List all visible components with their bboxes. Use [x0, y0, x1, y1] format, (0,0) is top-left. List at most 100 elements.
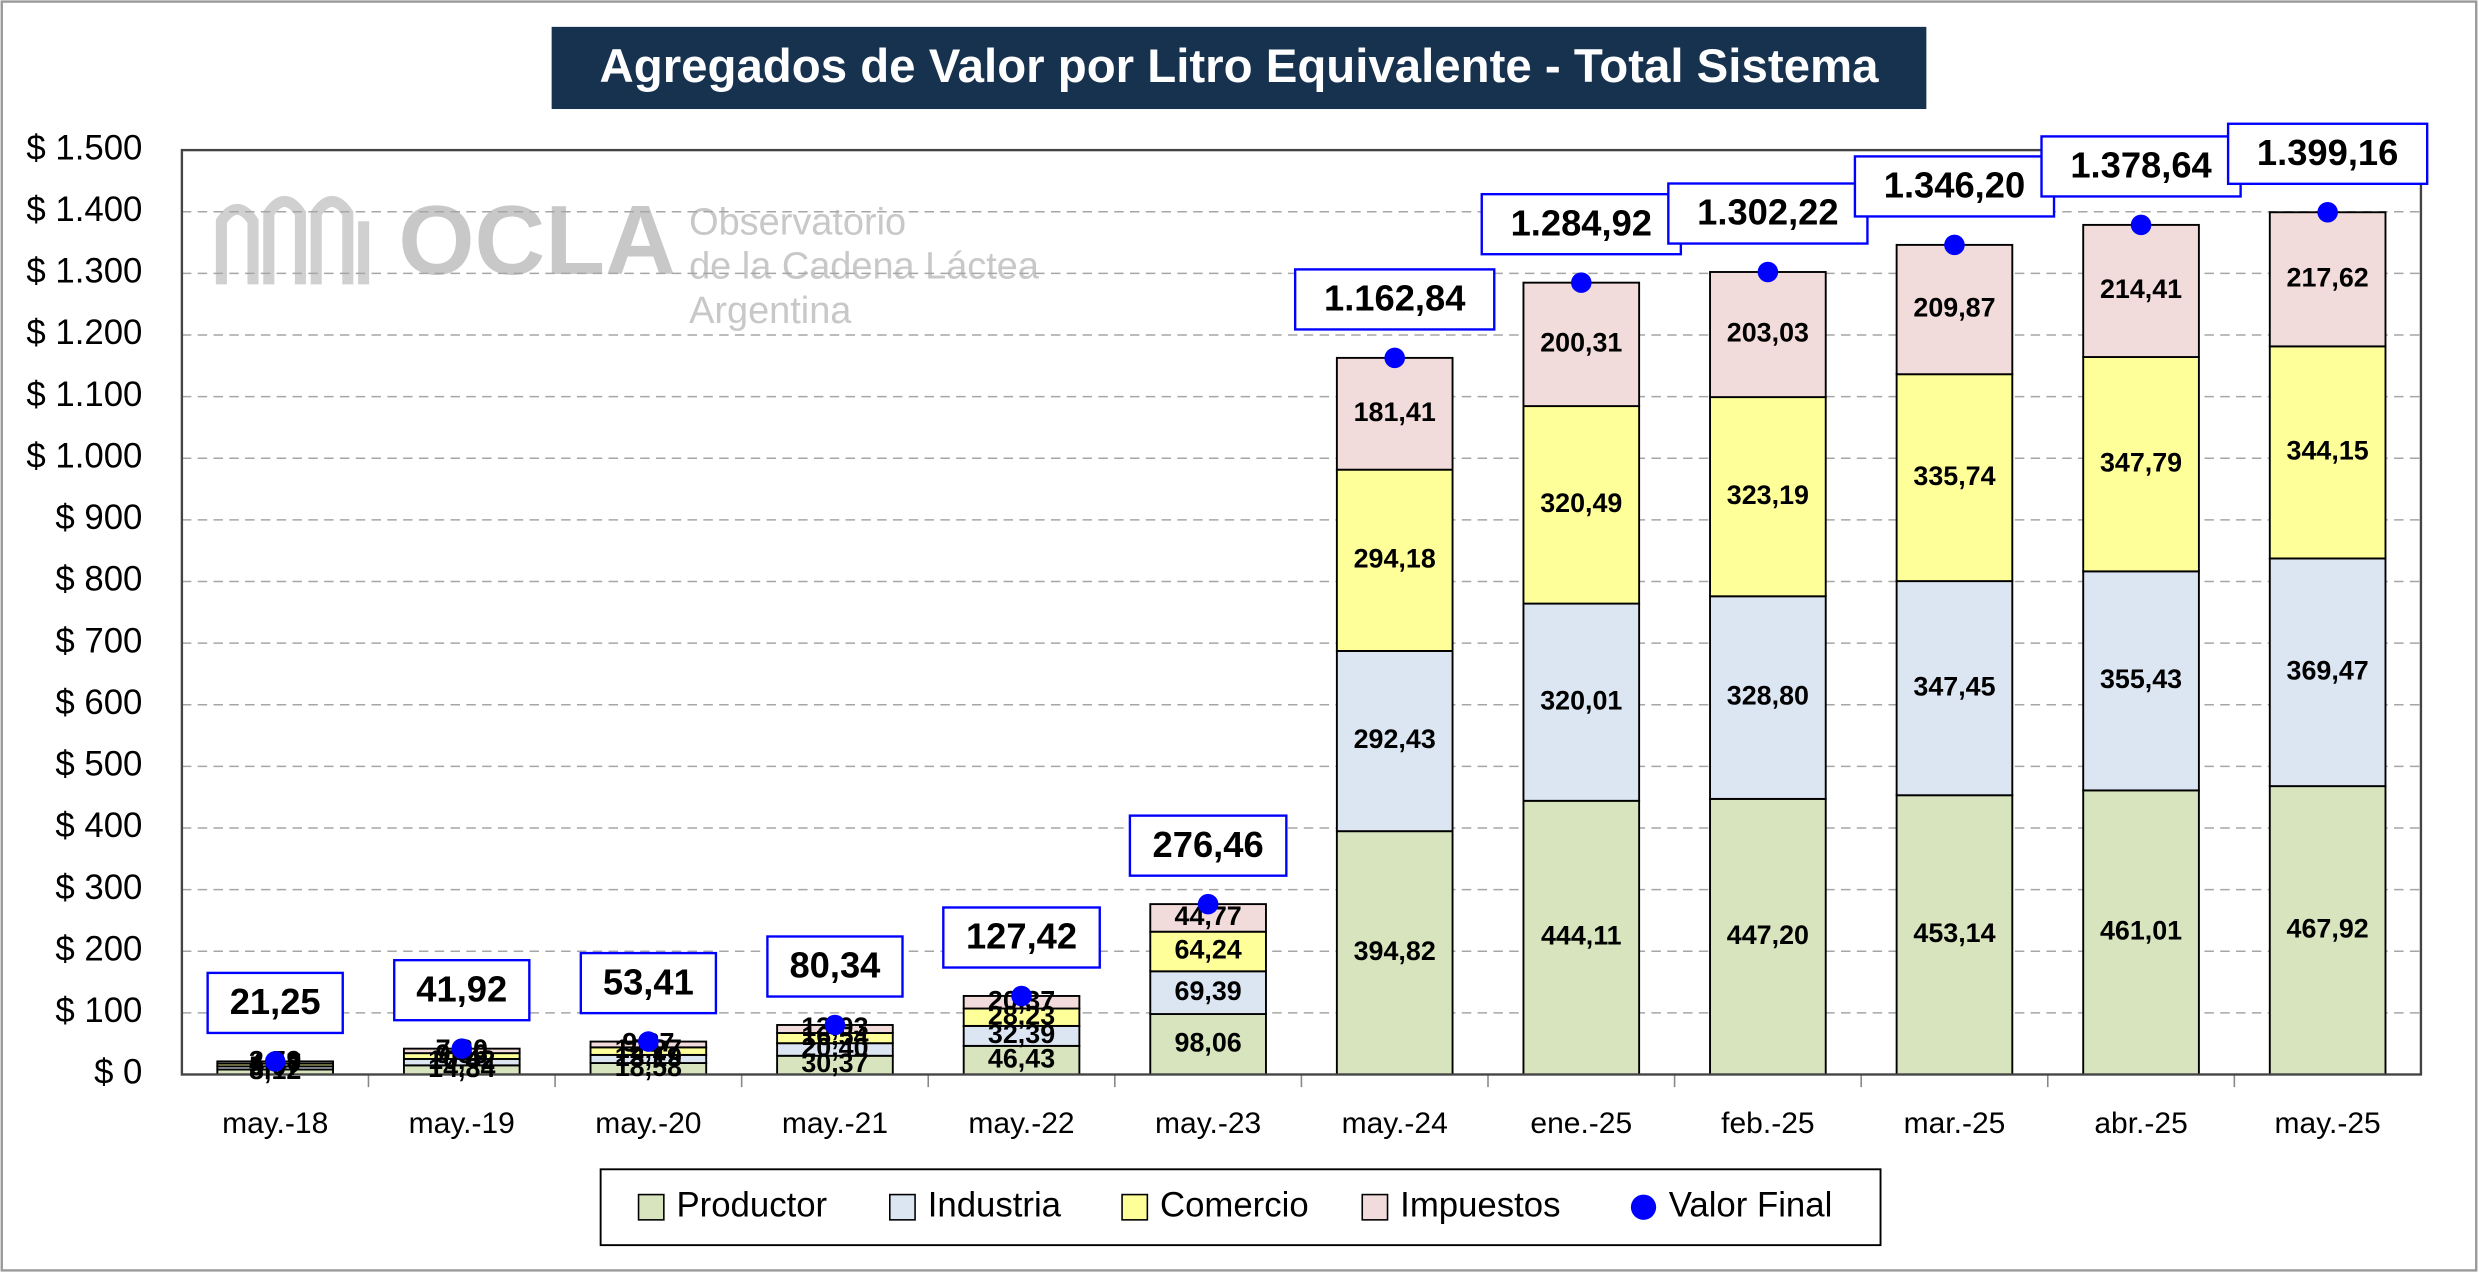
data-label: 46,43	[988, 1043, 1055, 1073]
data-label: 328,80	[1727, 681, 1809, 711]
bar-segment	[1895, 243, 2014, 376]
bar-segment	[1522, 281, 1641, 408]
total-marker	[638, 1031, 659, 1052]
total-marker	[1757, 261, 1779, 283]
total-marker	[1011, 985, 1032, 1007]
data-label: 444,11	[1541, 921, 1622, 951]
bar-segment	[1522, 405, 1641, 605]
total-label: 1.399,16	[2257, 132, 2398, 173]
total-label: 1.284,92	[1511, 202, 1652, 243]
legend-label: Comercio	[1160, 1186, 1309, 1224]
total-label: 53,41	[603, 961, 694, 1002]
data-label: 347,79	[2100, 447, 2182, 477]
x-tick-label: abr.-25	[2094, 1107, 2187, 1140]
data-label: 209,87	[1913, 293, 1995, 323]
data-label: 320,01	[1540, 685, 1622, 715]
y-tick-label: $ 800	[55, 561, 142, 599]
y-tick-label: $ 1.200	[26, 314, 142, 352]
legend-swatch	[889, 1193, 916, 1221]
total-label: 1.302,22	[1697, 192, 1838, 233]
x-tick-label: may.-23	[1155, 1107, 1261, 1140]
watermark-text: OCLA	[398, 185, 676, 295]
x-tick-label: may.-24	[1342, 1107, 1448, 1140]
data-label: 461,01	[2100, 916, 2182, 946]
y-tick-label: $ 400	[55, 807, 142, 845]
legend-label: Impuestos	[1400, 1186, 1560, 1224]
x-tick-label: may.-19	[409, 1107, 515, 1140]
legend-swatch	[637, 1193, 665, 1221]
bar-segment	[1149, 970, 1267, 1016]
x-tick-label: may.-20	[595, 1107, 701, 1140]
chart-title: Agregados de Valor por Litro Equivalente…	[600, 40, 1880, 93]
legend-swatch	[1361, 1193, 1389, 1221]
x-tick-label: may.-21	[782, 1107, 888, 1140]
bar-segment	[1709, 396, 1827, 598]
bar-segment	[1895, 794, 2014, 1076]
bar-segment	[2082, 356, 2200, 573]
data-label: 98,06	[1175, 1027, 1242, 1057]
bar-segment	[2082, 570, 2200, 792]
total-marker	[1944, 234, 1965, 256]
data-label: 292,43	[1354, 724, 1436, 754]
plot-border	[180, 148, 2423, 1076]
watermark-text: Observatorio	[689, 201, 906, 243]
y-tick-label: $ 500	[55, 746, 142, 784]
total-label-box	[393, 958, 531, 1022]
bar-segment	[1149, 903, 1267, 933]
total-marker	[1384, 347, 1405, 369]
y-tick-label: $ 1.100	[26, 376, 142, 414]
watermark-text: Argentina	[689, 290, 852, 332]
data-label: 453,14	[1913, 918, 1995, 948]
data-label: 335,74	[1913, 461, 1995, 491]
total-label-box	[1128, 814, 1288, 877]
data-label: 20,40	[801, 1033, 868, 1063]
total-label: 1.346,20	[1884, 165, 2025, 206]
data-label: 323,19	[1727, 480, 1809, 510]
data-label: 203,03	[1727, 318, 1809, 348]
y-tick-label: $ 1.300	[26, 253, 142, 291]
y-tick-label: $ 700	[55, 622, 142, 660]
bar-segment	[2082, 223, 2200, 358]
bar-segment	[1709, 595, 1827, 800]
total-label-box	[2226, 122, 2429, 185]
y-tick-label: $ 1.000	[26, 437, 142, 475]
legend-label: Industria	[928, 1186, 1062, 1224]
data-label: 347,45	[1913, 671, 1995, 701]
x-tick-label: feb.-25	[1721, 1107, 1814, 1140]
total-marker	[824, 1014, 846, 1036]
legend: Productor Industria Comercio Impuestos Valor…	[637, 1186, 1832, 1224]
bar-segment	[2268, 557, 2387, 788]
watermark: OCLA Observatorio de la Cadena Láctea Ar…	[215, 185, 1040, 332]
total-label-box	[2040, 135, 2242, 198]
y-tick-label: $ 1.400	[26, 191, 142, 229]
total-label: 1.378,64	[2070, 145, 2212, 186]
legend-marker	[1630, 1194, 1657, 1220]
total-label-box	[1853, 155, 2056, 218]
total-marker	[264, 1051, 286, 1072]
data-label: 217,62	[2287, 262, 2369, 292]
legend-swatch	[1121, 1193, 1149, 1221]
total-label: 80,34	[789, 945, 881, 986]
total-label: 41,92	[416, 968, 507, 1009]
total-label: 1.162,84	[1324, 278, 1466, 319]
total-label: 127,42	[966, 916, 1077, 957]
total-marker	[2130, 214, 2152, 236]
x-tick-label: ene.-25	[1530, 1107, 1632, 1140]
total-label-box	[942, 906, 1101, 969]
bar-segment	[1335, 650, 1454, 833]
data-label: 447,20	[1727, 920, 1809, 950]
data-label: 69,39	[1175, 976, 1242, 1006]
bar-segment	[1709, 797, 1827, 1076]
total-label-box	[206, 971, 344, 1035]
bar-segment	[2082, 789, 2200, 1076]
watermark-icon	[215, 196, 370, 285]
x-tick-label: may.-22	[968, 1107, 1074, 1140]
labels: $ 0 $ 100 $ 200 $ 300 $ 400 $ 500 $ 600 $ 700 $ …	[26, 122, 2429, 1140]
total-label-box	[766, 935, 904, 998]
data-label: 467,92	[2287, 913, 2369, 943]
legend-label: Productor	[676, 1186, 827, 1224]
bar-segment	[1335, 830, 1454, 1076]
data-label: 200,31	[1540, 327, 1622, 357]
watermark-text: de la Cadena Láctea	[689, 246, 1040, 288]
